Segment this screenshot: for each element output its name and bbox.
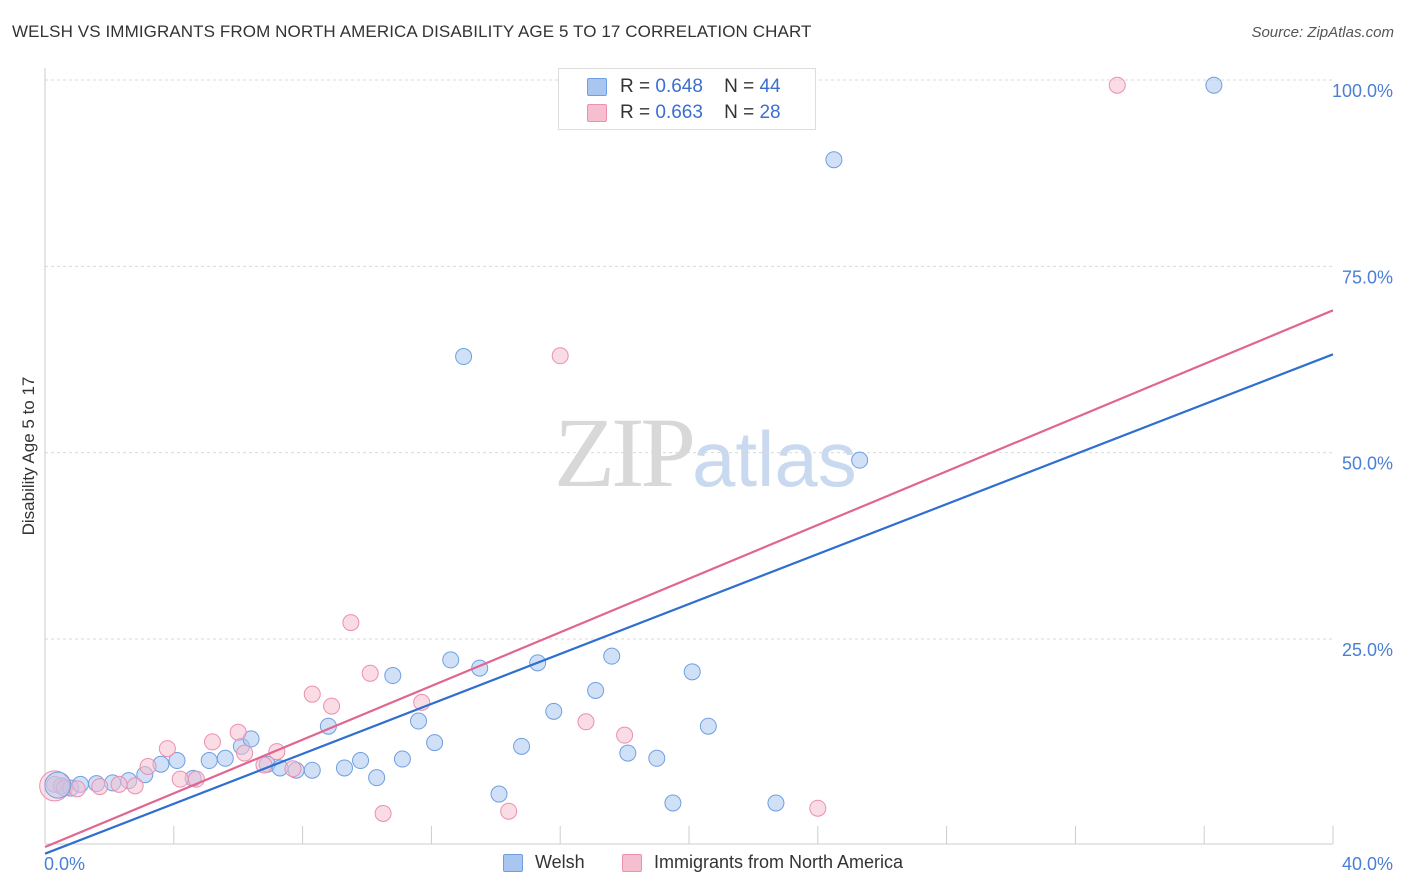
legend-n-label: N = xyxy=(724,102,755,123)
chart-source: Source: ZipAtlas.com xyxy=(1251,24,1394,41)
data-point xyxy=(809,799,827,817)
data-point xyxy=(699,717,717,735)
data-point xyxy=(284,760,302,778)
data-point xyxy=(767,794,785,812)
axes xyxy=(44,68,1334,845)
data-point xyxy=(490,785,508,803)
data-point xyxy=(303,685,321,703)
data-point xyxy=(683,663,701,681)
x-tick-label: 0.0% xyxy=(44,854,85,874)
data-point xyxy=(236,744,254,762)
data-point xyxy=(410,712,428,730)
data-point xyxy=(91,778,109,796)
legend-r-label: R = xyxy=(620,76,651,97)
watermark-zip: ZIP xyxy=(554,397,696,508)
data-point xyxy=(1205,76,1223,94)
data-point xyxy=(126,777,144,795)
data-point xyxy=(200,752,218,770)
data-point xyxy=(500,802,518,820)
data-point xyxy=(1108,76,1126,94)
data-point xyxy=(342,614,360,632)
data-point xyxy=(361,664,379,682)
y-tick-label: 25.0% xyxy=(1342,640,1393,660)
data-point-cluster xyxy=(44,771,72,799)
legend-r-value: 0.663 xyxy=(655,102,703,123)
series-welsh xyxy=(52,76,1223,812)
data-point xyxy=(851,451,869,469)
data-point xyxy=(616,726,634,744)
chart-title: WELSH VS IMMIGRANTS FROM NORTH AMERICA D… xyxy=(12,22,812,41)
data-point xyxy=(229,723,247,741)
legend-r-label: R = xyxy=(620,102,651,123)
legend-text-welsh: R = 0.648 N = 44 xyxy=(620,76,781,98)
grid xyxy=(45,79,1333,640)
trend-lines xyxy=(44,309,1334,855)
data-point xyxy=(203,733,221,751)
data-points xyxy=(39,76,1223,822)
data-point xyxy=(825,151,843,169)
data-point xyxy=(323,697,341,715)
data-point xyxy=(577,713,595,731)
data-point xyxy=(442,651,460,669)
data-point xyxy=(374,804,392,822)
bottom-legend-label-welsh: Welsh xyxy=(535,852,585,872)
data-point xyxy=(303,761,321,779)
data-point xyxy=(426,734,444,752)
data-point xyxy=(171,770,189,788)
data-point xyxy=(168,752,186,770)
legend-n-label: N = xyxy=(724,76,755,97)
watermark: ZIPatlas xyxy=(554,395,857,510)
data-point xyxy=(158,740,176,758)
data-point xyxy=(384,667,402,685)
y-tick-label: 100.0% xyxy=(1332,81,1393,101)
legend-n-value: 28 xyxy=(759,102,781,123)
data-point xyxy=(603,647,621,665)
data-point xyxy=(68,780,86,798)
data-point xyxy=(335,759,353,777)
data-point xyxy=(368,769,386,787)
y-tick-label: 50.0% xyxy=(1342,454,1393,474)
data-point xyxy=(648,749,666,767)
correlation-legend: R = 0.648 N = 44 R = 0.663 N = 28 xyxy=(558,68,816,130)
bottom-legend-swatch-welsh xyxy=(503,854,523,872)
legend-text-immigrants: R = 0.663 N = 28 xyxy=(620,102,781,124)
legend-swatch-welsh xyxy=(587,78,607,96)
bottom-legend-label-immigrants: Immigrants from North America xyxy=(654,852,904,872)
data-point xyxy=(545,702,563,720)
x-tick-label: 40.0% xyxy=(1342,854,1393,874)
data-point xyxy=(587,681,605,699)
data-point xyxy=(216,749,234,767)
watermark-atlas: atlas xyxy=(692,415,857,503)
bottom-legend-swatch-immigrants xyxy=(622,854,642,872)
data-point xyxy=(393,750,411,768)
legend-swatch-immigrants xyxy=(587,104,607,122)
data-point xyxy=(455,348,473,366)
axis-labels: 25.0% 50.0% 75.0% 100.0% 0.0% 40.0% Disability… xyxy=(19,81,1393,874)
data-point xyxy=(551,347,569,365)
legend-r-value: 0.648 xyxy=(655,76,703,97)
data-point xyxy=(664,794,682,812)
y-tick-label: 75.0% xyxy=(1342,267,1393,287)
trend-line-welsh xyxy=(44,353,1334,855)
data-point xyxy=(110,775,128,793)
legend-n-value: 44 xyxy=(759,76,781,97)
y-axis-title: Disability Age 5 to 17 xyxy=(19,377,38,536)
data-point xyxy=(513,737,531,755)
data-point xyxy=(139,757,157,775)
data-point xyxy=(619,744,637,762)
data-point xyxy=(352,752,370,770)
series-immigrants xyxy=(46,76,1126,822)
trend-line-immigrants xyxy=(44,309,1334,848)
